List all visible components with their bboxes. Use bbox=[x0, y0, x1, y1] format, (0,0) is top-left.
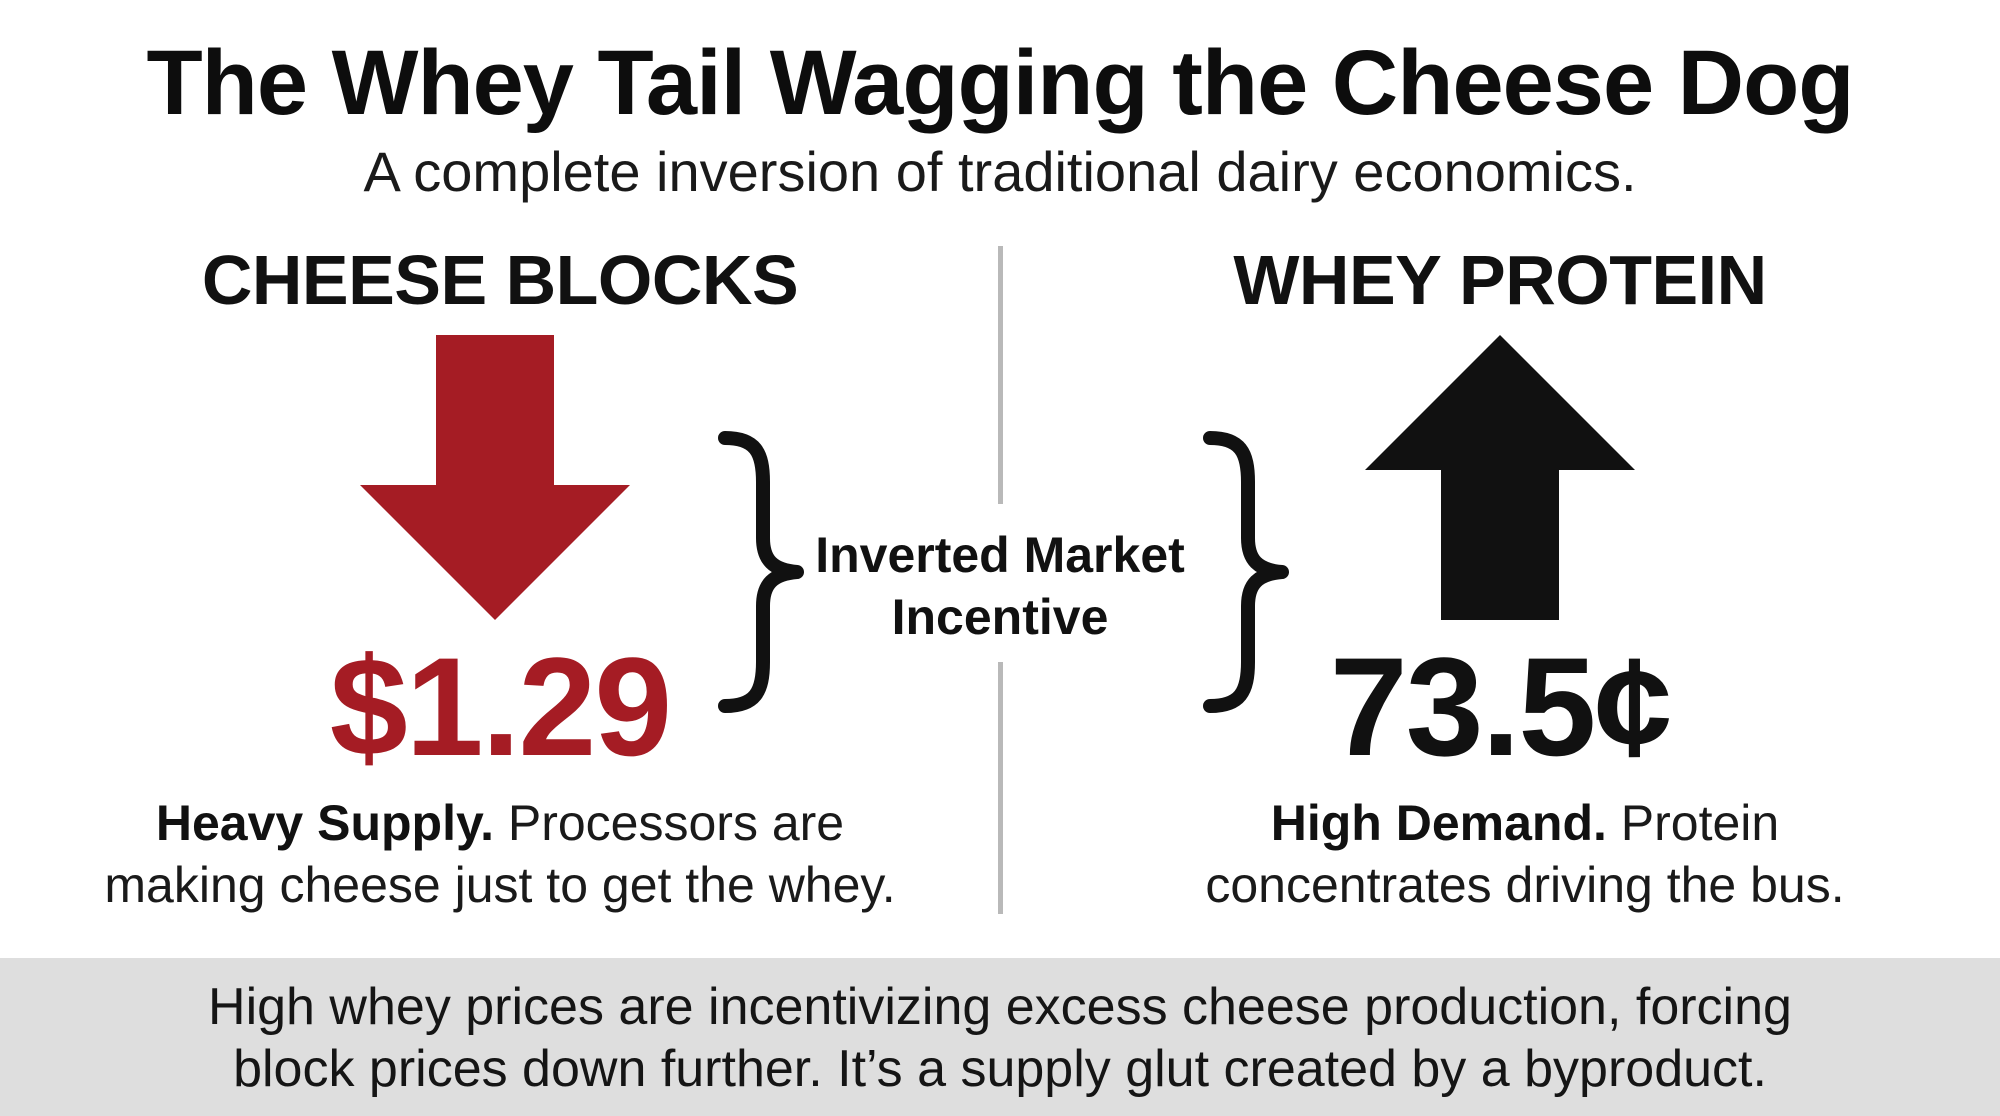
divider-line-bottom bbox=[998, 662, 1003, 914]
cheese-description-line1: Heavy Supply. Processors are bbox=[50, 792, 950, 854]
whey-description-bold: High Demand. bbox=[1270, 795, 1607, 851]
inverted-market-incentive-label: Inverted Market Incentive bbox=[800, 524, 1200, 648]
whey-description-line1: High Demand. Protein bbox=[1100, 792, 1950, 854]
whey-protein-heading: WHEY PROTEIN bbox=[1233, 241, 1767, 319]
center-label-line2: Incentive bbox=[891, 589, 1109, 645]
center-label-line1: Inverted Market bbox=[815, 527, 1185, 583]
divider-line-top bbox=[998, 246, 1003, 504]
cheese-description: Heavy Supply. Processors are making chee… bbox=[50, 792, 950, 916]
whey-price: 73.5¢ bbox=[1329, 628, 1672, 785]
cheese-blocks-heading: CHEESE BLOCKS bbox=[201, 241, 799, 319]
cheese-price: $1.29 bbox=[329, 628, 672, 785]
cheese-description-rest: Processors are bbox=[493, 795, 845, 851]
footer-line1: High whey prices are incentivizing exces… bbox=[208, 978, 1792, 1036]
page-subtitle: A complete inversion of traditional dair… bbox=[363, 140, 1637, 203]
footer-banner bbox=[0, 958, 2000, 1116]
whey-description-line2: concentrates driving the bus. bbox=[1205, 857, 1845, 913]
whey-description: High Demand. Protein concentrates drivin… bbox=[1100, 792, 1950, 916]
footer-line2: block prices down further. It’s a supply… bbox=[233, 1040, 1767, 1098]
cheese-description-bold: Heavy Supply. bbox=[155, 795, 494, 851]
up-arrow-icon bbox=[1365, 335, 1635, 620]
whey-description-rest: Protein bbox=[1606, 795, 1780, 851]
cheese-description-line2: making cheese just to get the whey. bbox=[104, 857, 896, 913]
page-title: The Whey Tail Wagging the Cheese Dog bbox=[146, 32, 1854, 134]
right-curly-brace-icon bbox=[718, 431, 804, 713]
footer-summary: High whey prices are incentivizing exces… bbox=[60, 976, 1940, 1100]
right-curly-brace-icon bbox=[1203, 431, 1289, 713]
down-arrow-icon bbox=[360, 335, 630, 620]
